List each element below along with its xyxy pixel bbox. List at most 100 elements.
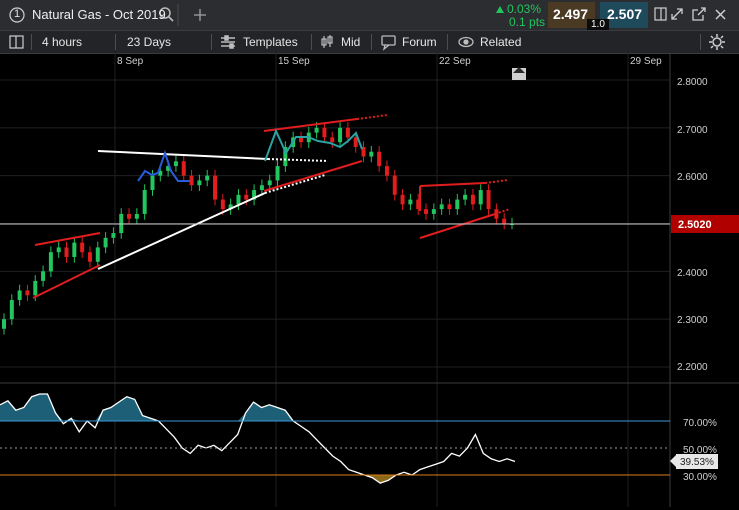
flag-lower-ext[interactable] [494,208,511,215]
candle-body [470,194,475,205]
scroll-marker-icon[interactable] [512,67,526,80]
candle-body [80,242,85,253]
wedge-lower[interactable] [263,160,363,192]
candle-body [150,175,155,191]
candle-body [9,300,14,320]
flag-upper[interactable] [419,182,486,187]
candle-body [353,137,358,147]
candle-body [205,175,210,181]
candle-body [338,127,343,143]
candle-body [259,185,264,191]
support-line[interactable] [97,192,266,270]
candle-body [127,213,132,219]
support-line-ext[interactable] [264,174,326,194]
candle-body [408,199,413,205]
osc-level-label: 50.00% [683,445,717,456]
candle-body [345,127,350,138]
flag-upper-ext[interactable] [484,179,509,184]
candle-body [455,199,460,210]
candles [2,122,514,335]
interval-selector[interactable]: 4 hours [42,35,83,49]
candle-body [173,161,178,167]
drawings[interactable] [32,114,511,299]
number-circle-label: 1 [13,8,21,20]
settings-icon[interactable] [709,34,725,50]
candle-body [236,194,241,205]
candle-body [384,166,389,176]
candle-body [486,190,491,210]
candle-body [158,170,163,176]
current-price-label: 2.5020 [678,219,712,231]
candle-body [220,199,225,210]
candle-body [392,175,397,195]
expand-icon[interactable] [671,8,683,20]
osc-value-tag [676,454,718,469]
current-price-tag [671,215,739,233]
channel-upper[interactable] [34,232,101,246]
price-tick: 2.8000 [677,77,708,88]
sell-price[interactable]: 2.497 [553,6,589,22]
candle-body [275,166,280,181]
date-label: 22 Sep [439,56,471,67]
candle-body [189,175,194,186]
candle-body [298,137,303,143]
spread-value: 1.0 [591,19,605,30]
candle-body [244,194,249,200]
candles-icon [321,35,333,48]
candle-body [134,213,139,219]
chart-grid [0,53,670,507]
title-bar: 1 Natural Gas - Oct 2019 0.03% 0.1 pts 2… [0,0,739,30]
resistance-line[interactable] [97,150,269,160]
channel-lower[interactable] [32,264,101,299]
price-type-button[interactable]: Mid [341,35,361,49]
candle-body [166,166,171,171]
instrument-title[interactable]: Natural Gas - Oct 2019 [32,7,166,22]
top-pattern-blue[interactable] [137,149,190,182]
candle-body [369,151,374,157]
candle-body [502,218,507,224]
candle-body [416,199,421,210]
price-chart[interactable]: 8 Sep 15 Sep 22 Sep 29 Sep 2.8000 2.7000… [0,53,739,507]
neckline[interactable] [267,158,329,162]
candle-body [377,151,382,167]
wedge-upper-ext[interactable] [356,114,389,120]
search-icon[interactable] [159,7,174,22]
layout-icon[interactable] [9,35,24,49]
forum-button[interactable]: Forum [402,35,437,49]
popout-icon[interactable] [692,7,706,21]
buy-price[interactable]: 2.507 [607,6,643,22]
range-selector[interactable]: 23 Days [127,35,172,49]
candle-body [25,290,30,296]
price-tick: 2.3000 [677,315,708,326]
add-icon[interactable] [194,9,206,21]
osc-level-label: 30.00% [683,472,717,483]
candle-body [64,247,69,257]
candle-body [463,194,468,200]
candle-body [111,233,116,238]
osc-level-label: 70.00% [683,418,717,429]
candle-body [56,247,61,253]
chart-area[interactable]: 8 Sep 15 Sep 22 Sep 29 Sep 2.8000 2.7000… [0,53,739,507]
candle-body [283,146,288,167]
osc-overbought-fill [0,394,515,421]
candle-body [213,175,218,200]
related-button[interactable]: Related [480,35,522,49]
osc-oversold-fill [0,475,515,484]
forum-icon [381,35,396,51]
panel-icon[interactable] [654,7,667,21]
candle-body [197,180,202,186]
candle-body [2,319,6,329]
templates-button[interactable]: Templates [243,35,298,49]
number-circle-icon [9,7,25,23]
wedge-upper[interactable] [263,118,358,132]
top-pattern-teal[interactable] [264,128,363,162]
osc-line [0,393,516,484]
flag-lower[interactable] [419,213,496,239]
candle-body [41,271,46,281]
candle-body [17,290,22,301]
price-tick: 2.4000 [677,268,708,279]
date-label: 15 Sep [278,56,310,67]
up-arrow-icon [496,6,504,13]
candle-body [330,137,335,143]
close-icon[interactable] [715,9,726,20]
